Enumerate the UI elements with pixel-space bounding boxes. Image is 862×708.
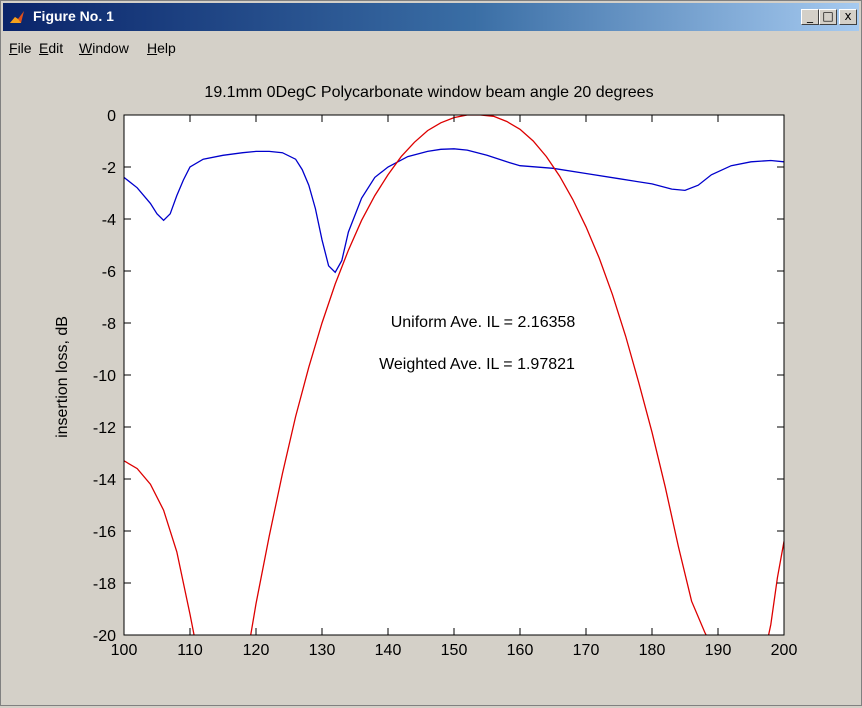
plot-area [124, 115, 784, 635]
x-tick-label: 150 [441, 642, 468, 659]
x-tick-label: 130 [309, 642, 336, 659]
x-tick-label: 140 [375, 642, 402, 659]
x-tick-label: 160 [507, 642, 534, 659]
y-tick-label: 0 [107, 108, 116, 125]
y-tick-label: -14 [93, 472, 116, 489]
y-tick-label: -20 [93, 628, 116, 645]
x-tick-label: 120 [243, 642, 270, 659]
y-tick-label: -4 [102, 212, 116, 229]
maximize-button[interactable]: □ [819, 9, 837, 25]
weighted-average-annotation: Weighted Ave. IL = 1.97821 [379, 356, 575, 373]
menu-file[interactable]: File [9, 40, 32, 56]
menu-bar: File Edit Window Help [3, 33, 859, 59]
y-tick-label: -10 [93, 368, 116, 385]
close-button[interactable]: x [839, 9, 857, 25]
y-axis-label: insertion loss, dB [54, 316, 71, 438]
series-line-0 [124, 148, 784, 274]
menu-window[interactable]: Window [79, 40, 129, 56]
x-tick-label: 180 [639, 642, 666, 659]
y-tick-label: -8 [102, 316, 116, 333]
window-title: Figure No. 1 [33, 8, 114, 24]
x-tick-label: 200 [771, 642, 798, 659]
y-tick-label: -18 [93, 576, 116, 593]
x-tick-label: 170 [573, 642, 600, 659]
y-tick-label: -12 [93, 420, 116, 437]
title-bar[interactable]: Figure No. 1 _ □ x [3, 3, 859, 31]
figure-canvas: 19.1mm 0DegC Polycarbonate window beam a… [3, 61, 859, 703]
x-tick-label: 190 [705, 642, 732, 659]
series-line-1 [124, 115, 784, 635]
menu-edit[interactable]: Edit [39, 40, 64, 56]
matlab-logo-icon [10, 11, 24, 23]
menu-help[interactable]: Help [147, 40, 176, 56]
minimize-button[interactable]: _ [801, 9, 819, 25]
chart-title: 19.1mm 0DegC Polycarbonate window beam a… [204, 84, 653, 101]
line-chart: 19.1mm 0DegC Polycarbonate window beam a… [54, 84, 798, 659]
y-tick-label: -6 [102, 264, 116, 281]
y-tick-label: -16 [93, 524, 116, 541]
x-tick-label: 100 [111, 642, 138, 659]
x-tick-label: 110 [177, 642, 203, 659]
uniform-average-annotation: Uniform Ave. IL = 2.16358 [391, 314, 576, 331]
y-tick-label: -2 [102, 160, 116, 177]
